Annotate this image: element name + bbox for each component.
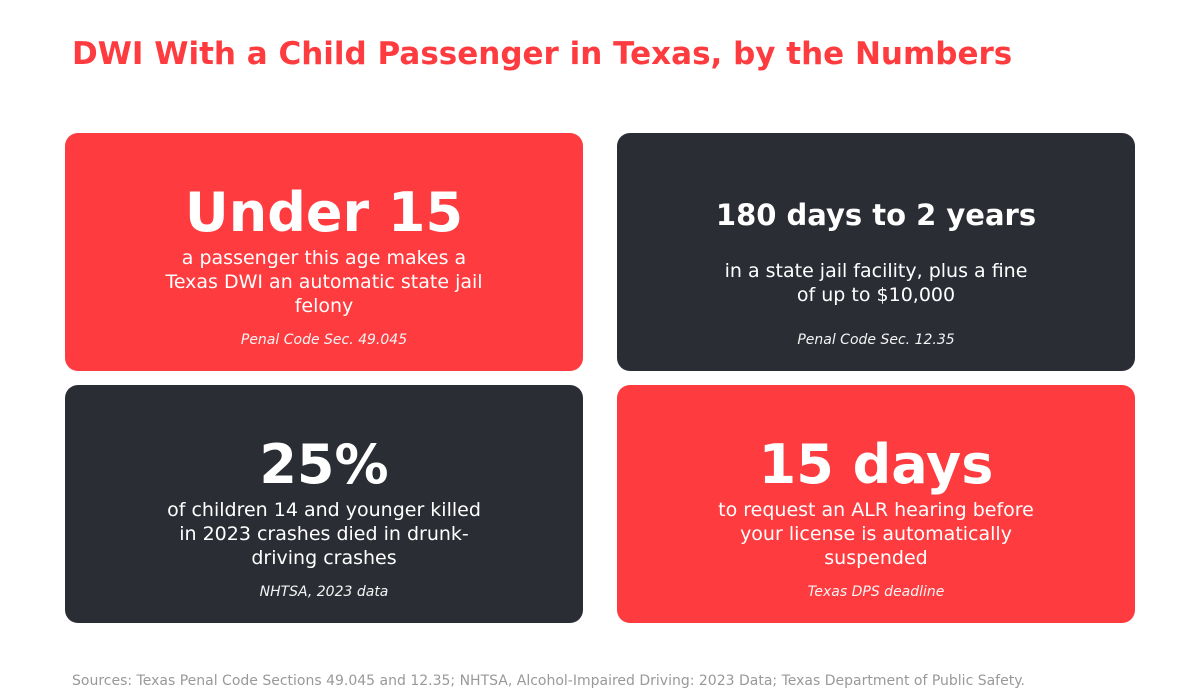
stat-value: 15 days [758, 433, 994, 496]
stat-card-child-fatalities: 25% of children 14 and younger killed in… [65, 385, 583, 623]
stat-source: NHTSA, 2023 data [259, 584, 389, 600]
stat-source: Penal Code Sec. 12.35 [797, 332, 955, 348]
stat-description: in a state jail facility, plus a fine of… [724, 260, 1028, 306]
stat-source: Penal Code Sec. 49.045 [240, 332, 408, 348]
stat-value: 180 days to 2 years [715, 198, 1037, 232]
stat-description: of children 14 and younger killed in 202… [167, 499, 481, 569]
stat-card-alr-deadline: 15 days to request an ALR hearing before… [617, 385, 1135, 623]
stat-value: 25% [259, 433, 389, 496]
sources-footer: Sources: Texas Penal Code Sections 49.04… [72, 673, 1025, 689]
stat-card-passenger-age: Under 15 a passenger this age makes a Te… [65, 133, 583, 371]
stat-description: a passenger this age makes a Texas DWI a… [165, 247, 483, 317]
stat-description: to request an ALR hearing before your li… [718, 499, 1034, 569]
stat-value: Under 15 [184, 181, 464, 244]
stat-card-jail-term: 180 days to 2 years in a state jail faci… [617, 133, 1135, 371]
stat-source: Texas DPS deadline [807, 584, 945, 600]
page-title: DWI With a Child Passenger in Texas, by … [72, 36, 1013, 72]
